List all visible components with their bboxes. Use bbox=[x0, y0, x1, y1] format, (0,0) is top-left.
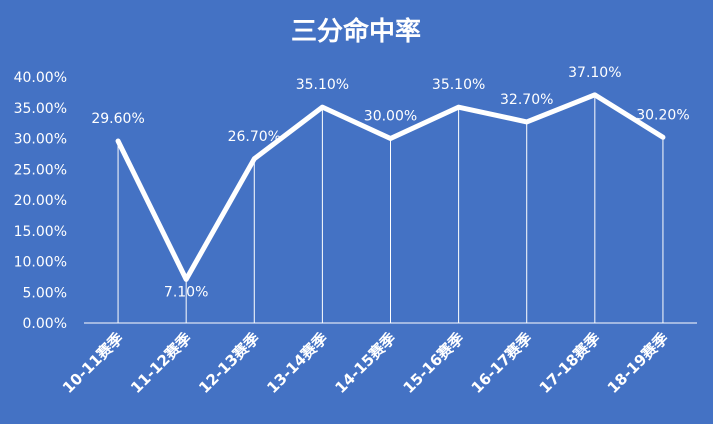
x-tick-label: 12-13赛季 bbox=[195, 329, 263, 397]
series-line bbox=[115, 92, 666, 282]
data-label: 32.70% bbox=[500, 92, 553, 108]
data-label: 37.10% bbox=[568, 65, 621, 81]
data-label: 30.00% bbox=[364, 109, 417, 125]
y-tick-label: 0.00% bbox=[23, 316, 67, 332]
y-tick-label: 35.00% bbox=[14, 101, 67, 117]
x-tick-label: 14-15赛季 bbox=[331, 329, 399, 397]
data-label: 35.10% bbox=[296, 77, 349, 93]
y-tick-label: 10.00% bbox=[14, 255, 67, 271]
y-tick-label: 40.00% bbox=[14, 70, 67, 86]
x-tick-label: 17-18赛季 bbox=[536, 329, 604, 397]
data-label: 7.10% bbox=[164, 284, 208, 300]
y-tick-label: 30.00% bbox=[14, 132, 67, 148]
chart-title: 三分命中率 bbox=[291, 16, 421, 47]
data-label: 29.60% bbox=[91, 111, 144, 127]
data-label: 26.70% bbox=[228, 129, 281, 145]
x-tick-label: 18-19赛季 bbox=[604, 329, 672, 397]
data-label: 35.10% bbox=[432, 77, 485, 93]
x-tick-label: 11-12赛季 bbox=[127, 329, 195, 397]
x-axis-ticks: 10-11赛季 11-12赛季 12-13赛季 13-14赛季 14-15赛季 15-16… bbox=[59, 329, 672, 397]
y-tick-label: 25.00% bbox=[14, 162, 67, 178]
y-tick-label: 5.00% bbox=[23, 285, 67, 301]
x-tick-label: 10-11赛季 bbox=[59, 329, 127, 397]
y-axis-ticks: 0.00% 5.00% 10.00% 15.00% 20.00% 25.00% 30.00%… bbox=[14, 70, 67, 332]
drop-lines bbox=[117, 94, 664, 323]
x-tick-label: 13-14赛季 bbox=[263, 329, 331, 397]
x-tick-label: 15-16赛季 bbox=[400, 329, 468, 397]
data-label: 30.20% bbox=[636, 107, 689, 123]
x-tick-label: 16-17赛季 bbox=[468, 329, 536, 397]
y-tick-label: 15.00% bbox=[14, 224, 67, 240]
y-tick-label: 20.00% bbox=[14, 193, 67, 209]
data-labels: 29.60% 7.10% 26.70% 35.10% 30.00% 35.10% 32.70… bbox=[91, 65, 689, 300]
